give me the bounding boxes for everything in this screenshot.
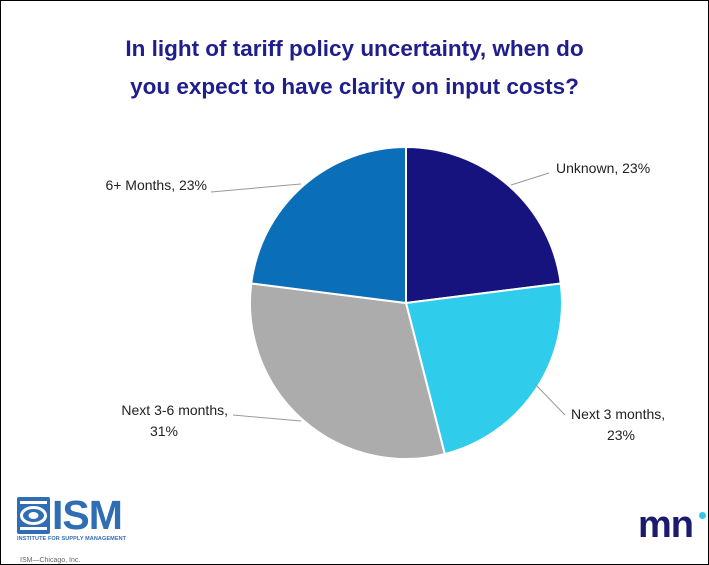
chart-title: In light of tariff policy uncertainty, w… [21,30,688,106]
mni-logo-dot [699,512,706,519]
slice-label-6-months: 6+ Months, 23% [105,177,207,193]
leader-line-next-3-months [534,383,566,416]
ism-tagline: INSTITUTE FOR SUPPLY MANAGEMENT [17,536,127,542]
leader-line-6-months [210,183,302,193]
leader-line-unknown [510,172,550,186]
ism-chapter-text: ISM—Chicago, Inc. [20,557,81,564]
chart-title-line-1: In light of tariff policy uncertainty, w… [125,36,584,61]
ism-emblem-icon [17,497,50,534]
pie-slice-next-3-months [405,282,563,456]
slice-label-unknown: Unknown, 23% [556,160,650,176]
leader-line-next-3-6-months [232,414,302,422]
mni-logo-icon: mn [638,504,694,546]
ism-logo: ISM INSTITUTE FOR SUPPLY MANAGEMENT [15,492,127,559]
chart-title-line-2: you expect to have clarity on input cost… [130,74,579,99]
slice-label-next-3-6-months: Next 3-6 months, 31% [121,402,228,439]
pie-slice-next-3-6-months [249,282,446,460]
ism-wordmark: ISM [52,492,123,538]
pie-slice-unknown [405,146,562,304]
pie-slice-6-months [250,146,407,304]
slice-label-next-3-months: Next 3 months, 23% [571,406,665,443]
